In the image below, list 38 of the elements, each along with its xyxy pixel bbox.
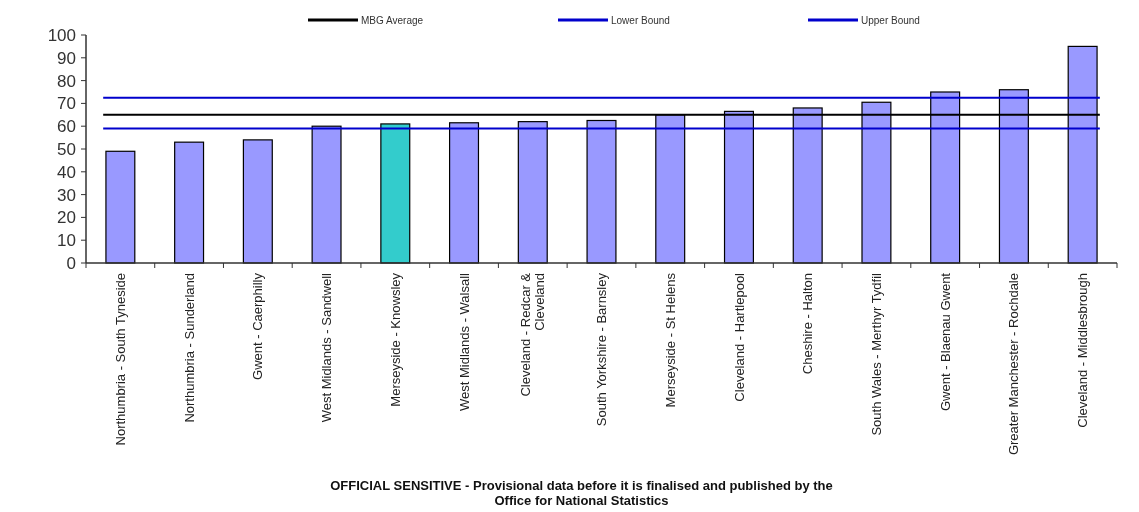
y-tick-label: 90 bbox=[57, 48, 76, 68]
y-tick-label: 50 bbox=[57, 139, 76, 159]
x-tick-label: West Midlands - Walsall bbox=[456, 272, 472, 411]
bar bbox=[517, 121, 548, 264]
y-tick-label: 10 bbox=[57, 231, 76, 251]
bar bbox=[586, 119, 617, 264]
y-tick-label: 40 bbox=[57, 162, 76, 182]
x-tick-label: South Wales - Merthyr Tydfil bbox=[868, 272, 884, 436]
x-tick-label: Merseyside - St Helens bbox=[662, 272, 678, 408]
bar bbox=[174, 141, 205, 264]
x-tick-label: Northumbria - South Tyneside bbox=[112, 273, 128, 446]
x-tick-label: West Midlands - Sandwell bbox=[319, 272, 335, 423]
bar bbox=[449, 122, 480, 264]
x-tick-label: South Yorkshire - Barnsley bbox=[594, 272, 610, 427]
y-tick-label: 20 bbox=[57, 208, 76, 228]
legend-label: Upper Bound bbox=[861, 14, 920, 26]
x-tick-label: Cleveland - Hartlepool bbox=[731, 272, 747, 402]
legend-label: MBG Average bbox=[361, 14, 424, 26]
legend-label: Lower Bound bbox=[611, 14, 670, 26]
y-tick-label: 100 bbox=[47, 25, 76, 45]
x-tick-label: Cheshire - Halton bbox=[800, 273, 816, 375]
text: OFFICIAL SENSITIVE - Provisional data before it is finalised and published by the Office for National Statistics bbox=[330, 478, 833, 508]
x-tick-label: Merseyside - Knowsley bbox=[387, 272, 403, 407]
y-tick-label: 0 bbox=[66, 253, 76, 273]
bar bbox=[242, 139, 273, 264]
x-tick-label: Greater Manchester - Rochdale bbox=[1006, 273, 1022, 456]
bar bbox=[380, 123, 411, 264]
y-tick-label: 70 bbox=[57, 94, 76, 114]
y-tick-label: 30 bbox=[57, 185, 76, 205]
x-tick-label: Cleveland - Middlesbrough bbox=[1075, 273, 1091, 428]
x-tick-label: Gwent - Blaenau Gwent bbox=[937, 272, 953, 412]
x-tick-label: Northumbria - Sunderland bbox=[181, 273, 197, 423]
x-tick-label: Gwent - Caerphilly bbox=[250, 272, 266, 380]
y-tick-label: 80 bbox=[57, 71, 76, 91]
y-tick-label: 60 bbox=[57, 117, 76, 137]
bar bbox=[105, 150, 136, 264]
x-tick-label: Cleveland - Redcar & Cleveland bbox=[518, 272, 548, 397]
bar bbox=[311, 125, 342, 264]
